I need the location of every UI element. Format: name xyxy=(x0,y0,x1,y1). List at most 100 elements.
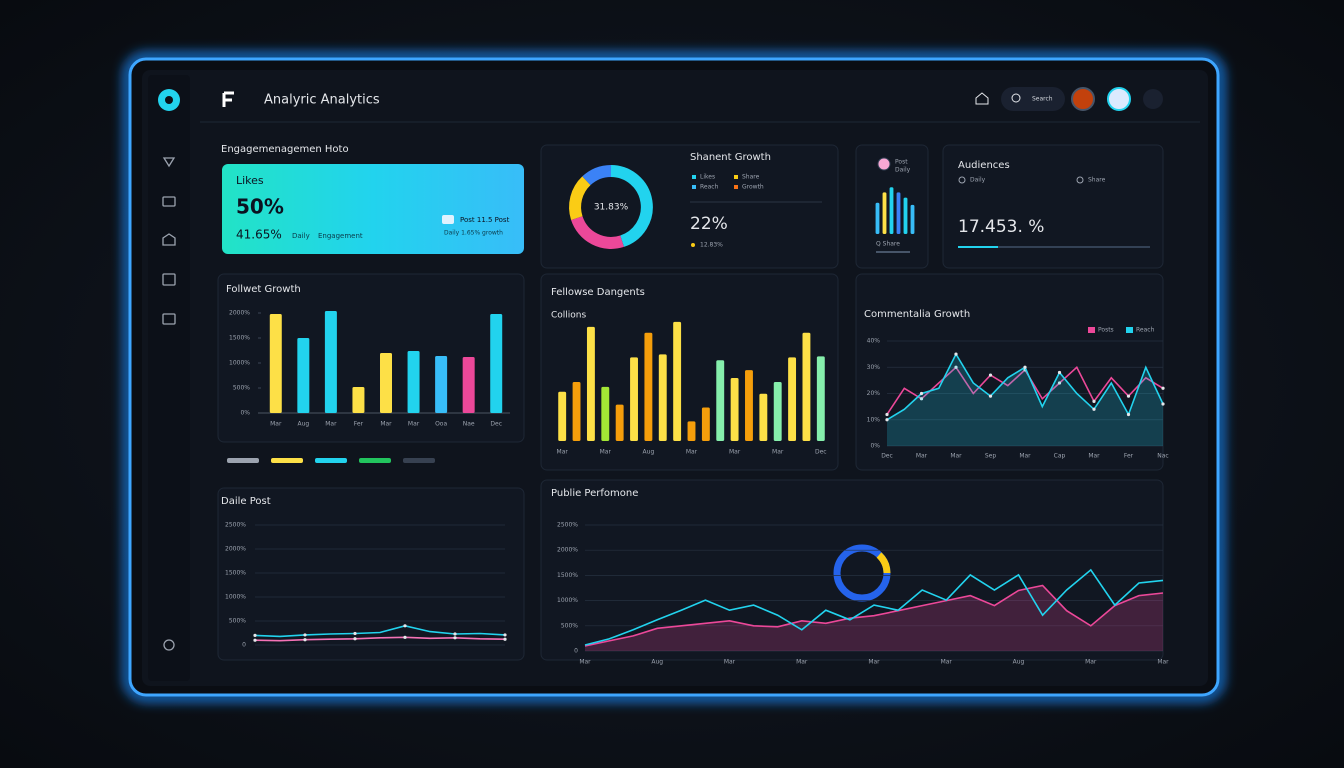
avatar[interactable] xyxy=(1107,87,1131,111)
panel xyxy=(540,144,839,269)
legend-icon xyxy=(1076,176,1084,184)
point xyxy=(303,638,307,642)
legend-swatch xyxy=(692,185,696,189)
legend-swatch xyxy=(734,185,738,189)
x-tick-label: Cap xyxy=(1054,453,1066,460)
chart-title: Daile Post xyxy=(221,496,271,507)
x-tick-label: Mar xyxy=(868,659,880,666)
donut-segment xyxy=(569,176,591,220)
legend-swatch xyxy=(734,175,738,179)
legend-text: Growth xyxy=(742,184,764,191)
panel xyxy=(942,144,1164,269)
bar xyxy=(380,353,392,413)
bar xyxy=(630,357,638,441)
point xyxy=(1092,399,1096,403)
y-tick-label: 2000% xyxy=(229,310,250,317)
nav-icon[interactable] xyxy=(162,157,176,168)
bar xyxy=(759,393,768,441)
panel-title: Shanent Growth xyxy=(690,152,771,163)
bar xyxy=(490,314,503,413)
y-tick-label: 0% xyxy=(870,443,880,450)
legend-swatch xyxy=(403,458,435,463)
point xyxy=(453,632,457,636)
line xyxy=(584,584,1164,647)
line xyxy=(584,568,1164,646)
share-note: 12.83% xyxy=(700,242,723,249)
point xyxy=(503,633,507,637)
settings-button[interactable] xyxy=(1143,89,1163,109)
x-tick-label: Dec xyxy=(815,449,827,456)
donut-segment xyxy=(571,215,624,249)
legend-text: Share xyxy=(742,174,760,181)
area xyxy=(887,354,1163,446)
legend-swatch xyxy=(271,458,303,463)
x-tick-label: Mar xyxy=(729,449,741,456)
point xyxy=(954,365,958,369)
nav-icon[interactable] xyxy=(162,233,176,246)
card-value: 50% xyxy=(236,195,284,219)
home-button[interactable] xyxy=(975,92,989,105)
legend-label: Posts xyxy=(1098,327,1114,334)
nav-icon[interactable] xyxy=(162,196,176,207)
point xyxy=(988,373,993,377)
frame-glow xyxy=(124,53,1224,701)
point xyxy=(919,397,924,401)
bar xyxy=(572,381,581,441)
bar xyxy=(687,421,696,441)
donut-label: 31.83% xyxy=(594,203,629,213)
y-tick-label: 2000% xyxy=(225,546,246,553)
search-icon xyxy=(1011,93,1021,103)
legend-swatch xyxy=(359,458,391,463)
area xyxy=(585,585,1163,651)
x-tick-label: Mar xyxy=(686,449,698,456)
search-box[interactable] xyxy=(1001,87,1065,111)
y-tick-label: 1000% xyxy=(557,597,578,604)
bar xyxy=(745,370,753,441)
bar xyxy=(788,357,797,441)
chart-title: Follwet Growth xyxy=(226,284,301,295)
y-tick-label: 0 xyxy=(242,642,246,649)
chart-title: Commentalia Growth xyxy=(864,309,970,320)
y-tick-label: 0 xyxy=(574,648,578,655)
bullet xyxy=(691,243,695,247)
nav-icon[interactable] xyxy=(162,313,176,325)
x-tick-label: Mar xyxy=(941,659,953,666)
legend-label: Reach xyxy=(1136,327,1155,334)
avatar[interactable] xyxy=(1071,87,1095,111)
bar xyxy=(462,357,475,413)
y-tick-label: 500% xyxy=(233,385,250,392)
x-tick-label: Mar xyxy=(1019,453,1031,460)
point xyxy=(885,412,889,417)
app-title: Analyric Analytics xyxy=(264,93,380,108)
point xyxy=(1092,407,1096,411)
bar xyxy=(644,332,653,441)
card-note: Daily xyxy=(292,232,310,240)
y-tick-label: 1500% xyxy=(557,572,578,579)
y-tick-label: 1500% xyxy=(225,570,246,577)
nav-icon[interactable] xyxy=(163,639,175,651)
bar xyxy=(816,356,825,441)
x-tick-label: Sep xyxy=(985,453,997,460)
bar xyxy=(716,360,725,441)
point xyxy=(1126,412,1131,417)
line xyxy=(254,624,506,638)
section-title: Engagemenagemen Hoto xyxy=(221,144,349,155)
bar xyxy=(658,354,667,441)
bar xyxy=(352,387,365,413)
y-tick-label: 500% xyxy=(561,622,578,629)
bar xyxy=(730,378,739,441)
audience-value: 17.453. % xyxy=(958,217,1044,237)
x-tick-label: Mar xyxy=(600,449,612,456)
nav-icon[interactable] xyxy=(162,273,176,286)
legend-text: Likes xyxy=(700,174,715,181)
y-tick-label: 2000% xyxy=(557,547,578,554)
legend-text: Share xyxy=(1088,177,1106,184)
line xyxy=(254,636,506,642)
likes-card[interactable] xyxy=(222,164,524,254)
x-tick-label: Mar xyxy=(380,421,392,428)
y-tick-label: 30% xyxy=(867,364,881,371)
bar xyxy=(875,202,880,234)
legend-text: Reach xyxy=(700,184,719,191)
bar xyxy=(910,204,915,234)
